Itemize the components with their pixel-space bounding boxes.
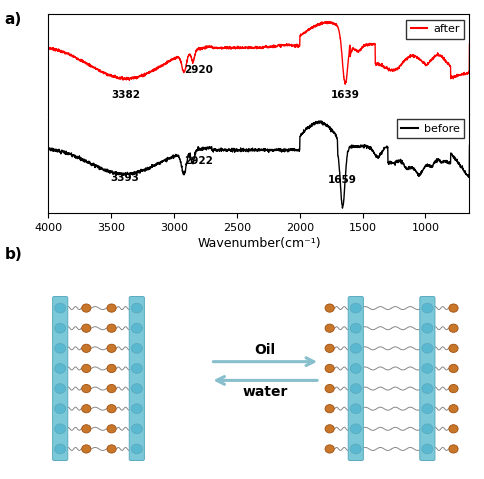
Text: 1659: 1659 — [328, 175, 357, 185]
Circle shape — [350, 323, 361, 333]
FancyBboxPatch shape — [53, 297, 68, 460]
Circle shape — [325, 365, 334, 373]
Circle shape — [422, 444, 433, 454]
Circle shape — [55, 404, 66, 413]
Circle shape — [449, 324, 458, 332]
Circle shape — [422, 303, 433, 313]
Circle shape — [82, 344, 91, 353]
Circle shape — [107, 304, 116, 312]
Text: 3382: 3382 — [112, 91, 140, 100]
Circle shape — [82, 445, 91, 453]
Circle shape — [107, 385, 116, 393]
Circle shape — [449, 385, 458, 393]
Circle shape — [449, 445, 458, 453]
Text: 1639: 1639 — [331, 91, 360, 100]
X-axis label: Wavenumber(cm⁻¹): Wavenumber(cm⁻¹) — [197, 237, 321, 250]
Text: 2920: 2920 — [184, 65, 213, 75]
Circle shape — [107, 365, 116, 373]
Circle shape — [55, 343, 66, 353]
Circle shape — [350, 384, 361, 393]
Circle shape — [107, 344, 116, 353]
Circle shape — [325, 425, 334, 433]
Circle shape — [55, 424, 66, 433]
Legend: before: before — [397, 119, 464, 138]
Text: water: water — [242, 385, 288, 399]
Circle shape — [107, 425, 116, 433]
Circle shape — [422, 343, 433, 353]
Circle shape — [350, 444, 361, 454]
Circle shape — [107, 445, 116, 453]
Circle shape — [131, 444, 142, 454]
Circle shape — [449, 405, 458, 413]
Text: Oil: Oil — [255, 343, 276, 357]
Circle shape — [55, 384, 66, 393]
Text: a): a) — [5, 12, 22, 27]
Circle shape — [55, 303, 66, 313]
Circle shape — [422, 384, 433, 393]
Circle shape — [325, 304, 334, 312]
FancyBboxPatch shape — [129, 297, 144, 460]
Circle shape — [131, 384, 142, 393]
Circle shape — [325, 405, 334, 413]
Circle shape — [325, 344, 334, 353]
Circle shape — [107, 405, 116, 413]
Circle shape — [82, 324, 91, 332]
Circle shape — [131, 364, 142, 373]
Legend: after: after — [406, 20, 464, 39]
Circle shape — [325, 445, 334, 453]
Circle shape — [325, 324, 334, 332]
Circle shape — [55, 444, 66, 454]
Circle shape — [449, 304, 458, 312]
Text: 2922: 2922 — [184, 156, 213, 166]
Circle shape — [449, 365, 458, 373]
Circle shape — [131, 323, 142, 333]
Circle shape — [350, 364, 361, 373]
Circle shape — [422, 424, 433, 433]
Circle shape — [449, 344, 458, 353]
Circle shape — [350, 404, 361, 413]
Text: b): b) — [5, 247, 23, 262]
Circle shape — [422, 364, 433, 373]
Circle shape — [107, 324, 116, 332]
Circle shape — [82, 385, 91, 393]
Circle shape — [350, 424, 361, 433]
Circle shape — [82, 304, 91, 312]
Circle shape — [82, 405, 91, 413]
Circle shape — [131, 343, 142, 353]
Circle shape — [131, 404, 142, 413]
Circle shape — [325, 385, 334, 393]
Circle shape — [422, 323, 433, 333]
Circle shape — [350, 303, 361, 313]
Circle shape — [422, 404, 433, 413]
Circle shape — [350, 343, 361, 353]
FancyBboxPatch shape — [420, 297, 435, 460]
Circle shape — [82, 365, 91, 373]
Circle shape — [55, 364, 66, 373]
Circle shape — [82, 425, 91, 433]
Circle shape — [131, 303, 142, 313]
Text: 3393: 3393 — [110, 173, 139, 183]
Circle shape — [131, 424, 142, 433]
FancyBboxPatch shape — [348, 297, 363, 460]
Circle shape — [55, 323, 66, 333]
Circle shape — [449, 425, 458, 433]
